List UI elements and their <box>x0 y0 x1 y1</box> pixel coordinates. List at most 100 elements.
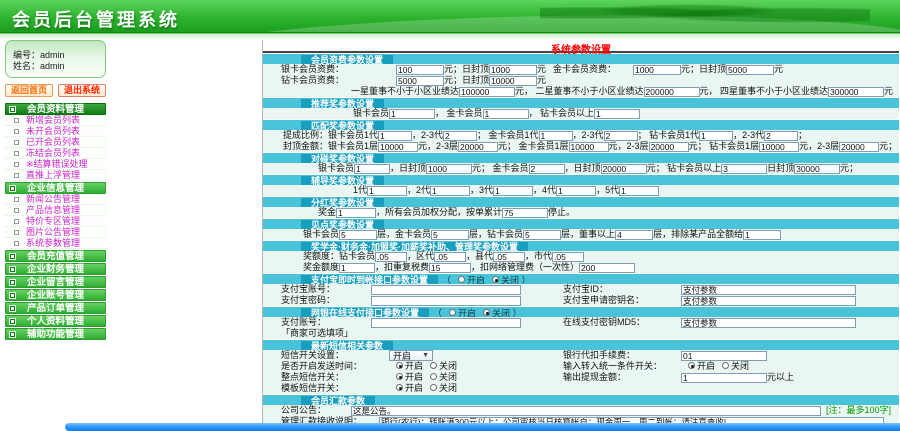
sidebar-menu-item[interactable]: ※结算错误处理 <box>5 159 106 170</box>
field-input[interactable] <box>556 185 597 196</box>
field-input[interactable] <box>681 372 767 383</box>
sidebar-menu-item[interactable]: 冻结会员列表 <box>5 148 106 159</box>
field-input[interactable] <box>681 284 856 295</box>
field-input[interactable] <box>489 75 538 86</box>
expand-icon[interactable] <box>9 185 16 192</box>
sidebar-menu-header[interactable]: 企业财务管理 <box>5 263 106 275</box>
expand-icon[interactable] <box>9 266 16 273</box>
field-input[interactable] <box>552 251 585 262</box>
field-input[interactable] <box>396 75 444 86</box>
sidebar-menu-header[interactable]: 个人资料管理 <box>5 315 106 327</box>
sidebar-menu-item[interactable]: 新增会员列表 <box>5 115 106 126</box>
field-input[interactable] <box>378 141 419 152</box>
radio-button[interactable] <box>449 309 457 317</box>
sidebar-menu-item[interactable]: 系统参数管理 <box>5 238 106 249</box>
field-input[interactable] <box>643 86 700 97</box>
field-input[interactable] <box>371 295 521 306</box>
field-input[interactable] <box>434 251 467 262</box>
field-input[interactable] <box>493 251 526 262</box>
field-input[interactable] <box>458 141 499 152</box>
field-input[interactable] <box>396 64 444 75</box>
field-input[interactable] <box>699 130 734 141</box>
expand-icon[interactable] <box>9 292 16 299</box>
field-input[interactable] <box>600 163 647 174</box>
field-input[interactable] <box>371 317 521 328</box>
sidebar-menu-item[interactable]: 特价专区管理 <box>5 216 106 227</box>
field-input[interactable] <box>459 86 516 97</box>
sidebar-menu-item[interactable]: 未开会员列表 <box>5 126 106 137</box>
field-input[interactable] <box>389 108 436 119</box>
sidebar-menu-header[interactable]: 企业账号管理 <box>5 289 106 301</box>
field-input[interactable] <box>502 207 549 218</box>
logout-button[interactable]: 退出系统 <box>58 84 106 97</box>
field-input[interactable] <box>633 64 681 75</box>
sidebar-menu-item[interactable]: 产品信息管理 <box>5 205 106 216</box>
radio-button[interactable] <box>430 362 438 370</box>
field-input[interactable] <box>619 185 660 196</box>
radio-button[interactable] <box>458 276 466 284</box>
sidebar-menu-item[interactable]: 新闻公告管理 <box>5 194 106 205</box>
field-input[interactable] <box>351 405 821 416</box>
field-input[interactable] <box>538 130 573 141</box>
field-input[interactable] <box>681 350 767 361</box>
dropdown-select[interactable]: 开启 ▼ <box>389 350 433 362</box>
sidebar-menu-header[interactable]: 会员资料管理 <box>5 103 106 115</box>
expand-icon[interactable] <box>9 253 16 260</box>
field-input[interactable] <box>839 141 880 152</box>
sidebar-menu-header[interactable]: 企业信息管理 <box>5 182 106 194</box>
radio-button[interactable] <box>722 362 730 370</box>
field-input[interactable] <box>743 229 782 240</box>
home-button[interactable]: 返回首页 <box>5 84 53 97</box>
sidebar-menu-header[interactable]: 企业留言管理 <box>5 276 106 288</box>
radio-button[interactable] <box>396 362 403 370</box>
field-input[interactable] <box>615 229 654 240</box>
field-input[interactable] <box>759 141 800 152</box>
expand-icon[interactable] <box>9 305 16 312</box>
expand-icon[interactable] <box>9 279 16 286</box>
sidebar-menu-header[interactable]: 产品订单管理 <box>5 302 106 314</box>
field-input[interactable] <box>828 86 885 97</box>
field-input[interactable] <box>794 163 841 174</box>
field-input[interactable] <box>429 262 472 273</box>
radio-button[interactable] <box>483 309 491 317</box>
expand-icon[interactable] <box>9 318 16 325</box>
field-input[interactable] <box>726 64 775 75</box>
sidebar-menu-item[interactable]: 已开会员列表 <box>5 137 106 148</box>
field-input[interactable] <box>568 141 609 152</box>
bottom-scrollbar[interactable] <box>65 423 900 431</box>
sidebar-menu-header[interactable]: 辅助功能管理 <box>5 328 106 340</box>
field-input[interactable] <box>367 185 408 196</box>
field-input[interactable] <box>371 284 521 295</box>
field-input[interactable] <box>443 130 478 141</box>
sidebar-menu-item[interactable]: 图片公告管理 <box>5 227 106 238</box>
field-input[interactable] <box>681 317 856 328</box>
field-input[interactable] <box>375 251 408 262</box>
field-input[interactable] <box>431 229 470 240</box>
expand-icon[interactable] <box>9 106 16 113</box>
field-input[interactable] <box>648 141 689 152</box>
field-input[interactable] <box>339 229 378 240</box>
radio-button[interactable] <box>396 373 403 381</box>
field-input[interactable] <box>426 163 473 174</box>
sidebar-menu-header[interactable]: 会员充值管理 <box>5 250 106 262</box>
field-input[interactable] <box>523 229 562 240</box>
field-input[interactable] <box>594 108 641 119</box>
field-input[interactable] <box>493 185 534 196</box>
field-input[interactable] <box>354 163 391 174</box>
field-input[interactable] <box>489 64 538 75</box>
field-input[interactable] <box>579 262 636 273</box>
field-input[interactable] <box>482 108 529 119</box>
radio-button[interactable] <box>430 384 438 392</box>
field-input[interactable] <box>336 207 377 218</box>
field-input[interactable] <box>378 130 413 141</box>
radio-button[interactable] <box>396 384 403 392</box>
field-input[interactable] <box>764 130 799 141</box>
expand-icon[interactable] <box>9 331 16 338</box>
radio-button[interactable] <box>492 276 500 284</box>
field-input[interactable] <box>430 185 471 196</box>
field-input[interactable] <box>681 295 856 306</box>
field-input[interactable] <box>339 262 376 273</box>
field-input[interactable] <box>528 163 565 174</box>
field-input[interactable] <box>721 163 768 174</box>
radio-button[interactable] <box>688 362 695 370</box>
